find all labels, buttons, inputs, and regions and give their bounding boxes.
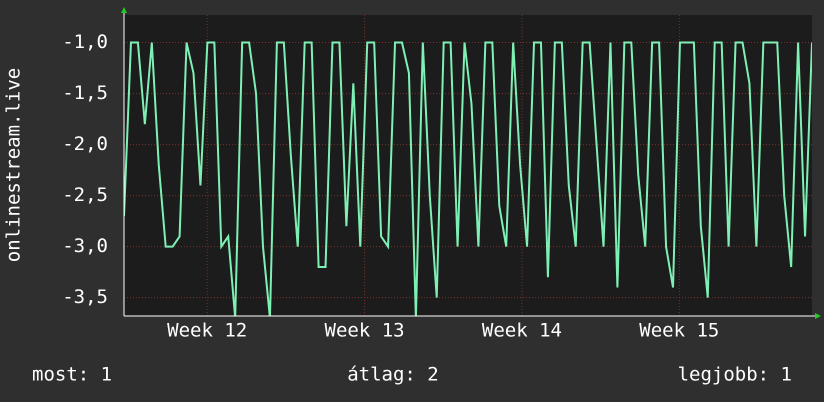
- data-line: [124, 41, 812, 316]
- legend-current: most: 1: [32, 364, 112, 386]
- y-tick-label: -1,5: [62, 82, 108, 104]
- axis-arrow: [121, 7, 127, 13]
- axis-arrow: [815, 313, 821, 319]
- x-tick-label: Week 15: [639, 320, 719, 342]
- x-tick-label: Week 14: [482, 320, 562, 342]
- y-tick-label: -2,5: [62, 184, 108, 206]
- legend-best: legjobb: 1: [678, 364, 792, 386]
- y-tick-label: -3,5: [62, 286, 108, 308]
- y-axis-label: onlinestream.live: [3, 68, 25, 262]
- y-tick-label: -3,0: [62, 235, 108, 257]
- y-tick-label: -2,0: [62, 133, 108, 155]
- y-tick-label: -1,0: [62, 31, 108, 53]
- x-tick-label: Week 12: [167, 320, 247, 342]
- legend-average: átlag: 2: [347, 364, 439, 386]
- x-tick-label: Week 13: [325, 320, 405, 342]
